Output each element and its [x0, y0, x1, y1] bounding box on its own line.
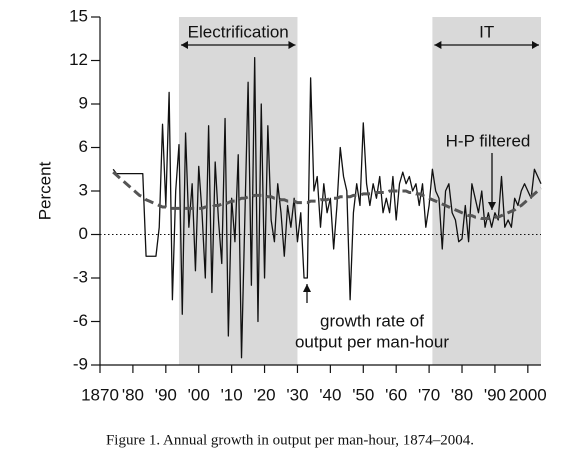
- y-tick-label: -6: [73, 311, 88, 330]
- x-tick-label: '70: [418, 385, 440, 404]
- region-label: IT: [479, 22, 494, 41]
- x-tick-label: '00: [188, 385, 210, 404]
- x-tick-label: '10: [221, 385, 243, 404]
- arrow-head: [303, 284, 311, 292]
- x-tick-label: '90: [155, 385, 177, 404]
- shaded-region: [432, 17, 541, 365]
- x-tick-label: 2000: [509, 385, 547, 404]
- x-tick-label: '80: [122, 385, 144, 404]
- annotation: growth rate of: [320, 311, 424, 330]
- y-tick-label: 3: [79, 180, 88, 199]
- x-tick-label: '30: [286, 385, 308, 404]
- y-tick-label: 15: [69, 6, 88, 25]
- arrow-head: [488, 202, 496, 210]
- x-tick-label: '60: [385, 385, 407, 404]
- x-tick-label: '40: [319, 385, 341, 404]
- trend-line: [112, 171, 542, 221]
- y-axis-label: Percent: [35, 161, 54, 220]
- data-line: [112, 56, 542, 359]
- y-tick-label: 9: [79, 93, 88, 112]
- caption: Figure 1. Annual growth in output per ma…: [106, 432, 474, 448]
- x-tick-label: '90: [484, 385, 506, 404]
- annotation: output per man-hour: [295, 332, 449, 351]
- x-tick-label: 1870: [81, 385, 119, 404]
- y-tick-label: 12: [69, 50, 88, 69]
- x-tick-label: '80: [451, 385, 473, 404]
- annotation: H-P filtered: [446, 131, 531, 150]
- x-tick-label: '50: [352, 385, 374, 404]
- y-tick-label: -9: [73, 354, 88, 373]
- y-tick-label: 0: [79, 224, 88, 243]
- y-tick-label: -3: [73, 267, 88, 286]
- x-tick-label: '20: [253, 385, 275, 404]
- y-tick-label: 6: [79, 137, 88, 156]
- region-label: Electrification: [188, 22, 289, 41]
